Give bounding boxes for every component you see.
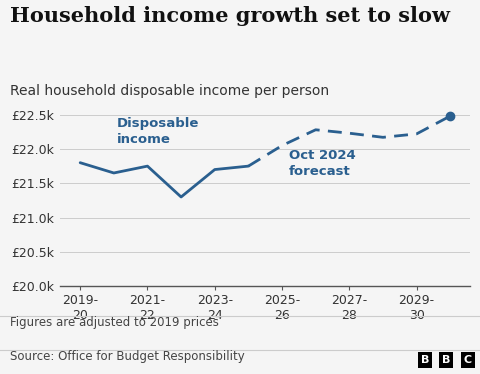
Text: B: B — [442, 355, 451, 365]
Text: C: C — [464, 355, 472, 365]
Text: Source: Office for Budget Responsibility: Source: Office for Budget Responsibility — [10, 350, 244, 363]
Text: Household income growth set to slow: Household income growth set to slow — [10, 6, 450, 25]
Text: Figures are adjusted to 2019 prices: Figures are adjusted to 2019 prices — [10, 316, 218, 329]
Text: Disposable
income: Disposable income — [117, 117, 200, 145]
Text: Oct 2024
forecast: Oct 2024 forecast — [289, 149, 356, 178]
Text: Real household disposable income per person: Real household disposable income per per… — [10, 84, 329, 98]
Text: B: B — [420, 355, 429, 365]
